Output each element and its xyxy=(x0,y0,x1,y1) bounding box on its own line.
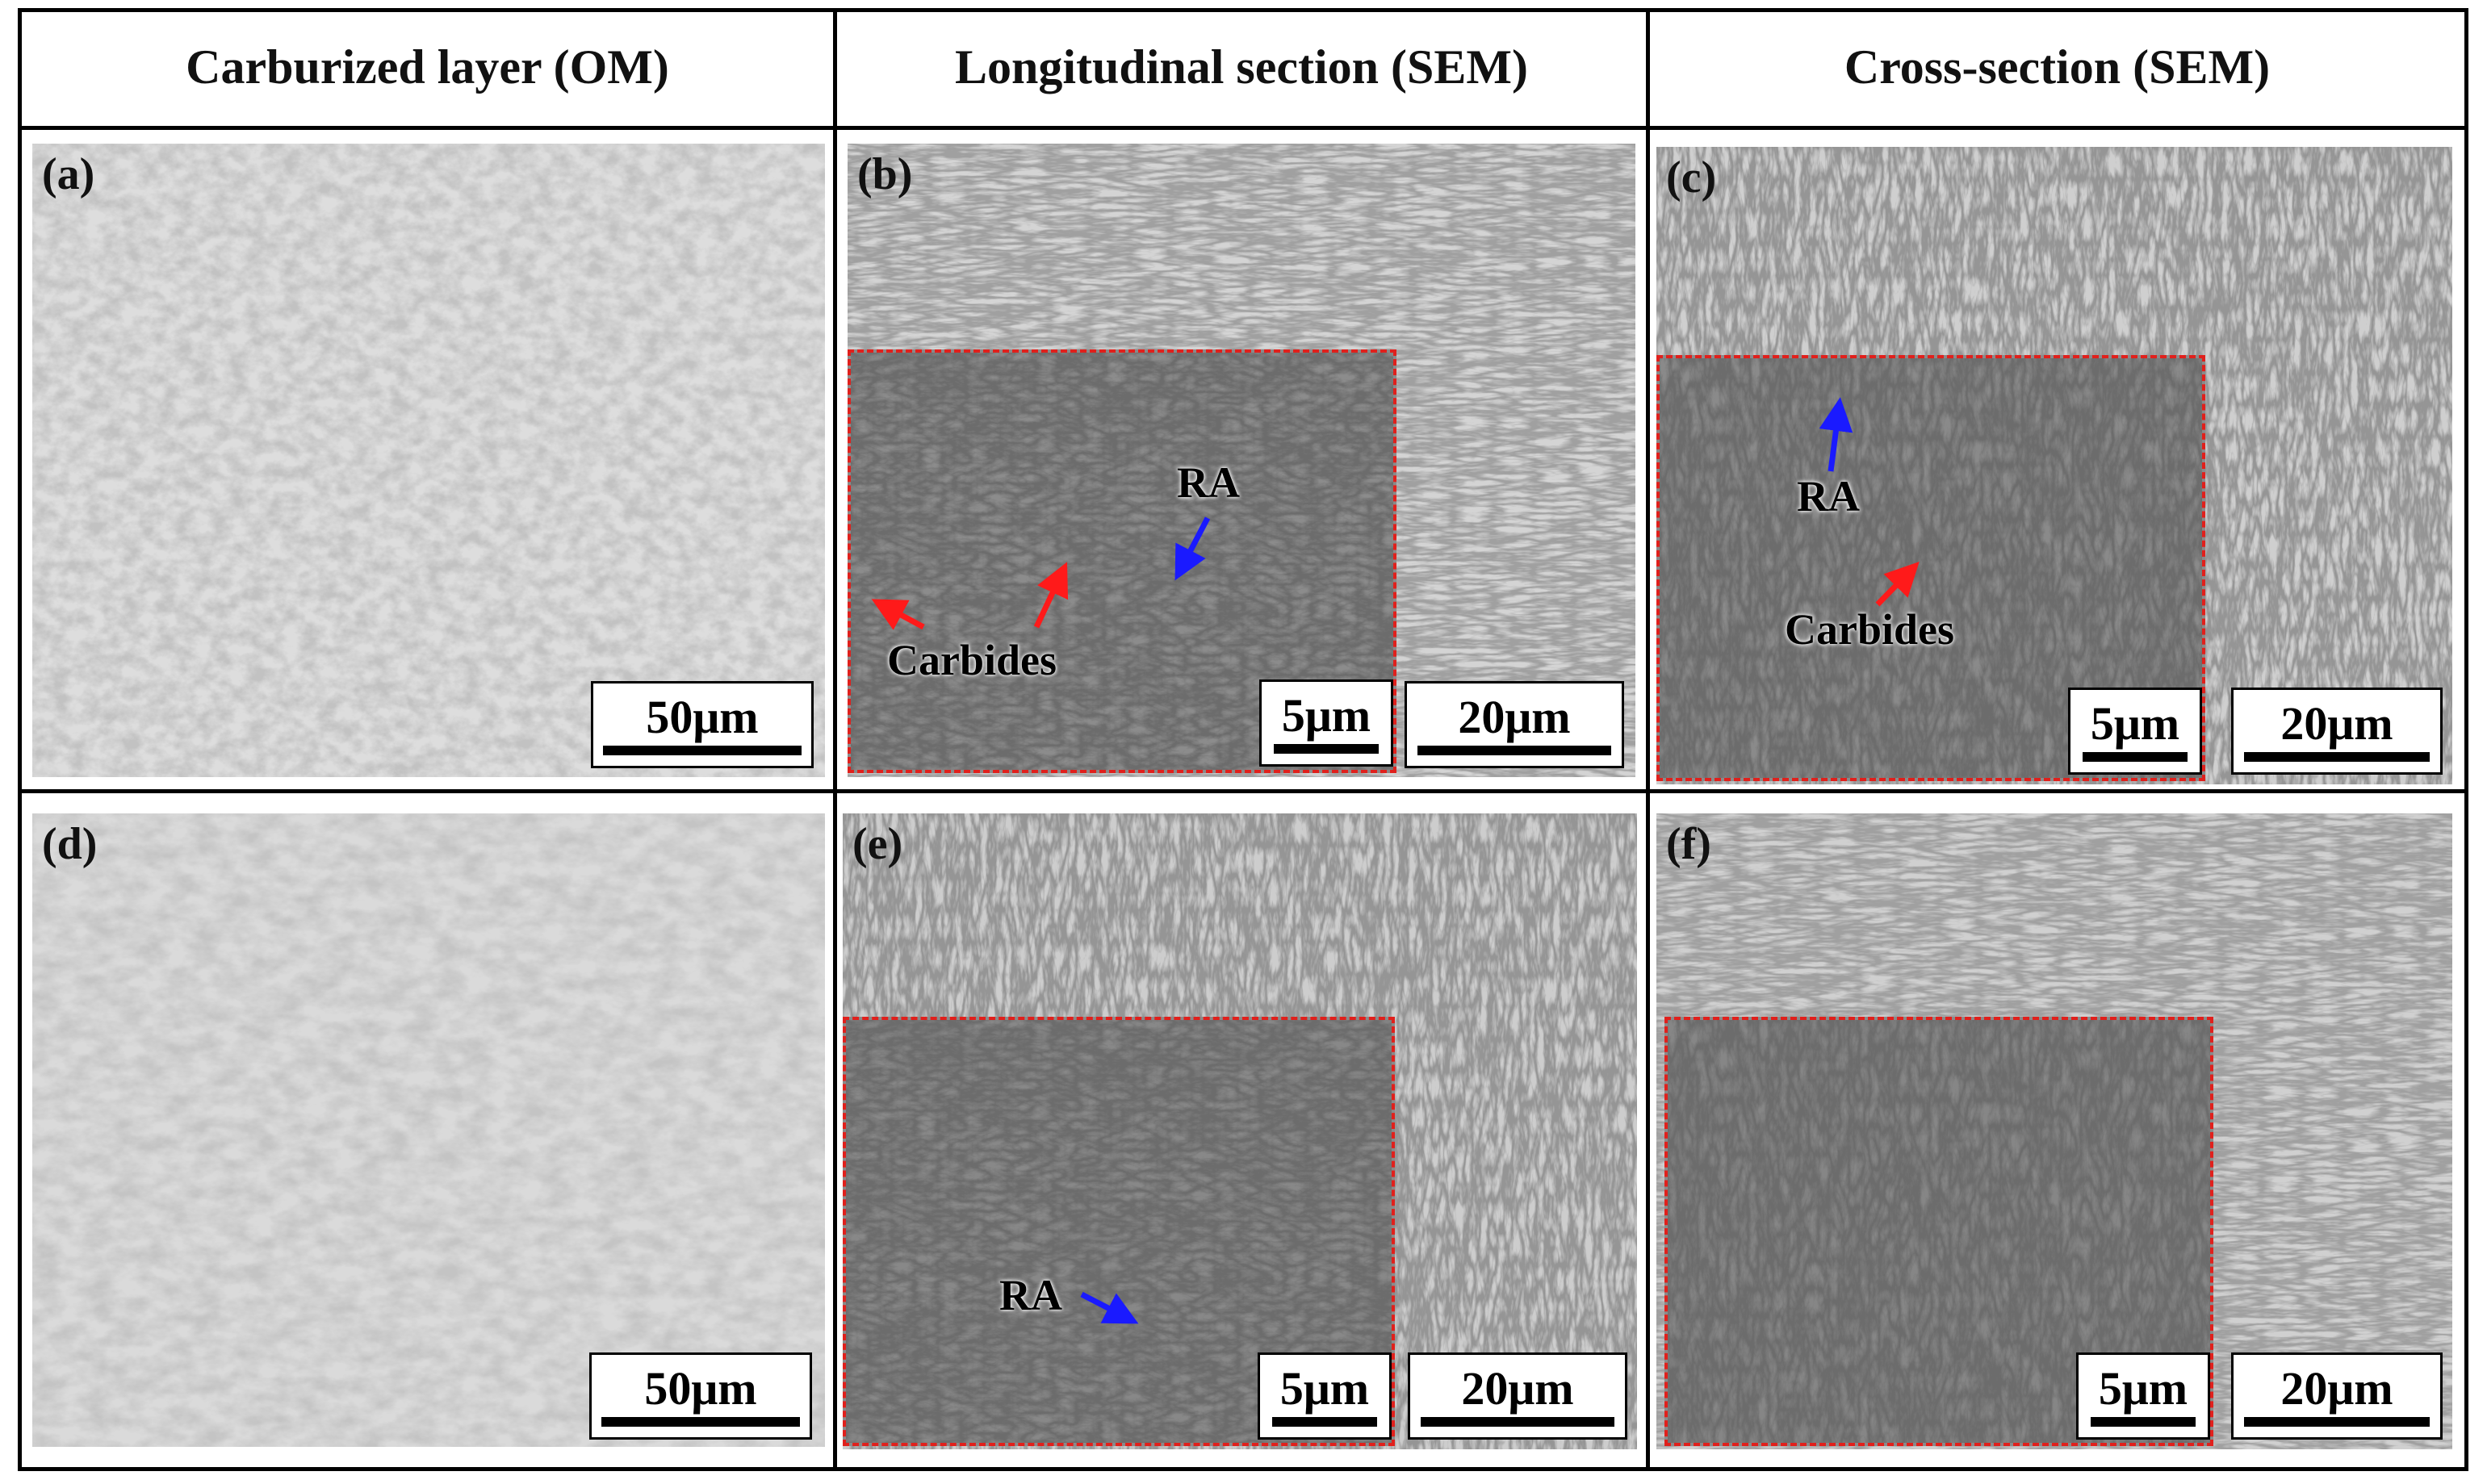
frame-header-divider xyxy=(18,126,2468,130)
scale-bar-line xyxy=(601,1417,800,1427)
scale-bar-label: 50μm xyxy=(646,691,759,743)
column-header-longitudinal: Longitudinal section (SEM) xyxy=(954,40,1529,94)
frame-col-divider-2 xyxy=(1646,8,1650,1471)
annotation-ra: RA xyxy=(1177,458,1240,507)
panel-f: (f) 5μm 20μm xyxy=(1656,813,2452,1449)
inset-scale-bar-line xyxy=(2091,1417,2196,1427)
annotation-ra: RA xyxy=(999,1271,1062,1319)
column-header-cross: Cross-section (SEM) xyxy=(1844,40,2271,94)
panel-label: (c) xyxy=(1666,153,1717,203)
frame-top xyxy=(18,8,2468,12)
arrow-ra xyxy=(1819,397,1853,472)
inset-scale-bar: 5μm xyxy=(2068,688,2202,775)
arrow-ra xyxy=(1174,516,1211,581)
inset-scale-bar-line xyxy=(2083,752,2188,762)
scale-bar-label: 20μm xyxy=(2280,697,2393,750)
scale-bar-label: 20μm xyxy=(1461,1362,1574,1415)
scale-bar-label: 50μm xyxy=(644,1362,757,1415)
inset-micrograph-image xyxy=(846,1020,1392,1443)
inset-scale-bar: 5μm xyxy=(2076,1352,2210,1440)
frame-bottom xyxy=(18,1467,2468,1471)
scale-bar: 20μm xyxy=(2231,1352,2443,1440)
arrow-carbides-1 xyxy=(871,599,925,630)
annotation-ra: RA xyxy=(1797,472,1860,520)
frame-row-divider xyxy=(18,789,2468,793)
scale-bar-label: 20μm xyxy=(2280,1362,2393,1415)
frame-col-divider-1 xyxy=(833,8,837,1471)
panel-label: (a) xyxy=(42,149,95,199)
inset-scale-bar: 5μm xyxy=(1258,1352,1392,1440)
scale-bar: 20μm xyxy=(2231,688,2443,775)
inset-scale-bar: 5μm xyxy=(1259,679,1393,767)
scale-bar-line xyxy=(603,746,802,755)
scale-bar: 20μm xyxy=(1405,681,1624,768)
scale-bar-line xyxy=(1421,1417,1614,1427)
annotation-carbides: Carbides xyxy=(1785,605,1955,654)
annotation-arrows xyxy=(1080,1291,1139,1324)
panel-c: (c) RA Carbides 5μm 20μm xyxy=(1656,147,2452,784)
annotation-carbides: Carbides xyxy=(887,636,1057,684)
panel-e: (e) RA 5μm 20μm xyxy=(843,813,1637,1449)
annotation-arrows xyxy=(1819,397,1920,607)
scale-bar: 20μm xyxy=(1408,1352,1627,1440)
annotation-arrows xyxy=(871,516,1211,630)
inset-scale-bar-label: 5μm xyxy=(1281,689,1371,742)
scale-bar: 50μm xyxy=(589,1352,812,1440)
scale-bar-line xyxy=(2244,752,2430,762)
scale-bar-line xyxy=(1417,746,1611,755)
inset-scale-bar-label: 5μm xyxy=(2090,697,2180,750)
inset-scale-bar-label: 5μm xyxy=(1279,1362,1370,1415)
arrow-carbides xyxy=(1875,561,1920,607)
scale-bar-line xyxy=(2244,1417,2430,1427)
inset-scale-bar-label: 5μm xyxy=(2098,1362,2188,1415)
column-header-om: Carburized layer (OM) xyxy=(186,40,669,94)
panel-d: (d) 50μm xyxy=(32,813,825,1447)
zoom-inset: RA 5μm xyxy=(843,1017,1395,1446)
zoom-inset: 5μm xyxy=(1664,1017,2213,1446)
zoom-inset: RA Carbides 5μm xyxy=(848,349,1396,773)
inset-scale-bar-line xyxy=(1272,1417,1377,1427)
panel-label: (f) xyxy=(1666,819,1711,869)
panel-label: (d) xyxy=(42,819,98,869)
micrograph-image xyxy=(32,813,825,1447)
panel-b: (b) RA Carbides 5μm 20μm xyxy=(848,144,1635,777)
panel-label: (e) xyxy=(852,819,903,869)
scale-bar: 50μm xyxy=(591,681,814,768)
panel-a: (a) 50μm xyxy=(32,144,825,777)
inset-scale-bar-line xyxy=(1274,744,1379,754)
micrograph-image xyxy=(32,144,825,777)
frame-left xyxy=(18,8,22,1471)
frame-right xyxy=(2464,8,2468,1471)
scale-bar-label: 20μm xyxy=(1458,691,1571,743)
arrow-ra xyxy=(1080,1291,1139,1324)
panel-label: (b) xyxy=(857,149,913,199)
zoom-inset: RA Carbides 5μm xyxy=(1656,355,2205,781)
arrow-carbides-2 xyxy=(1033,562,1069,629)
